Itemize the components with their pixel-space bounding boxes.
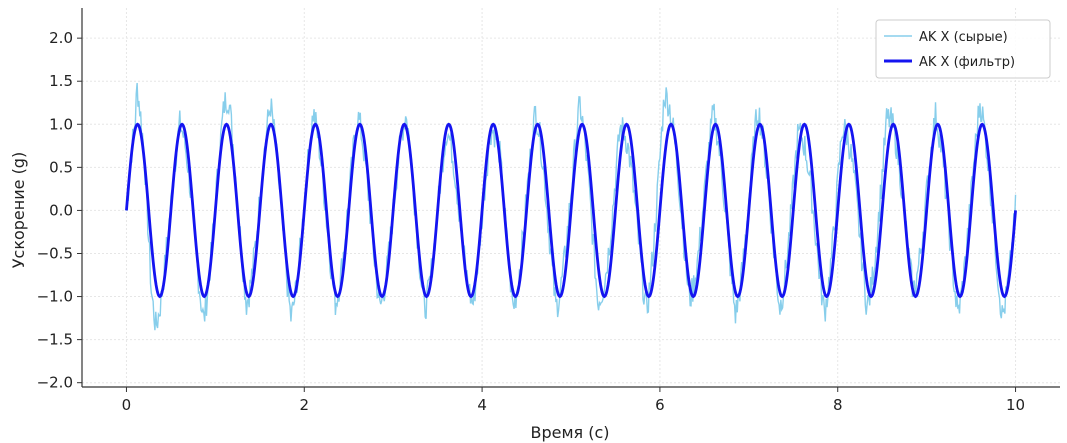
y-tick-label: −1.5 [37, 331, 73, 349]
y-tick-label: 0.0 [49, 201, 73, 219]
ticks: 0 2 4 6 8 10 −2.0 −1.5 −1.0 −0.5 0.0 0.5 1.0 1.5 2.0 [37, 29, 1026, 414]
series-layer [126, 83, 1015, 330]
y-tick-label: 2.0 [49, 29, 73, 47]
x-tick-label: 0 [122, 396, 132, 414]
x-tick-label: 6 [655, 396, 665, 414]
y-tick-label: 1.5 [49, 72, 73, 90]
y-tick-label: 1.0 [49, 115, 73, 133]
y-axis-label: Ускорение (g) [9, 152, 28, 268]
x-tick-label: 10 [1006, 396, 1025, 414]
legend: AK X (сырые) AK X (фильтр) [876, 20, 1050, 78]
y-tick-label: 0.5 [49, 158, 73, 176]
x-axis-label: Время (с) [530, 423, 609, 442]
y-tick-label: −1.0 [37, 288, 73, 306]
series-filtered-line [126, 124, 1015, 296]
legend-label-filtered: AK X (фильтр) [919, 55, 1015, 70]
y-tick-label: −2.0 [37, 374, 73, 392]
y-tick-label: −0.5 [37, 244, 73, 262]
x-tick-label: 2 [299, 396, 309, 414]
legend-label-raw: AK X (сырые) [919, 30, 1008, 45]
x-tick-label: 4 [477, 396, 487, 414]
x-tick-label: 8 [833, 396, 843, 414]
